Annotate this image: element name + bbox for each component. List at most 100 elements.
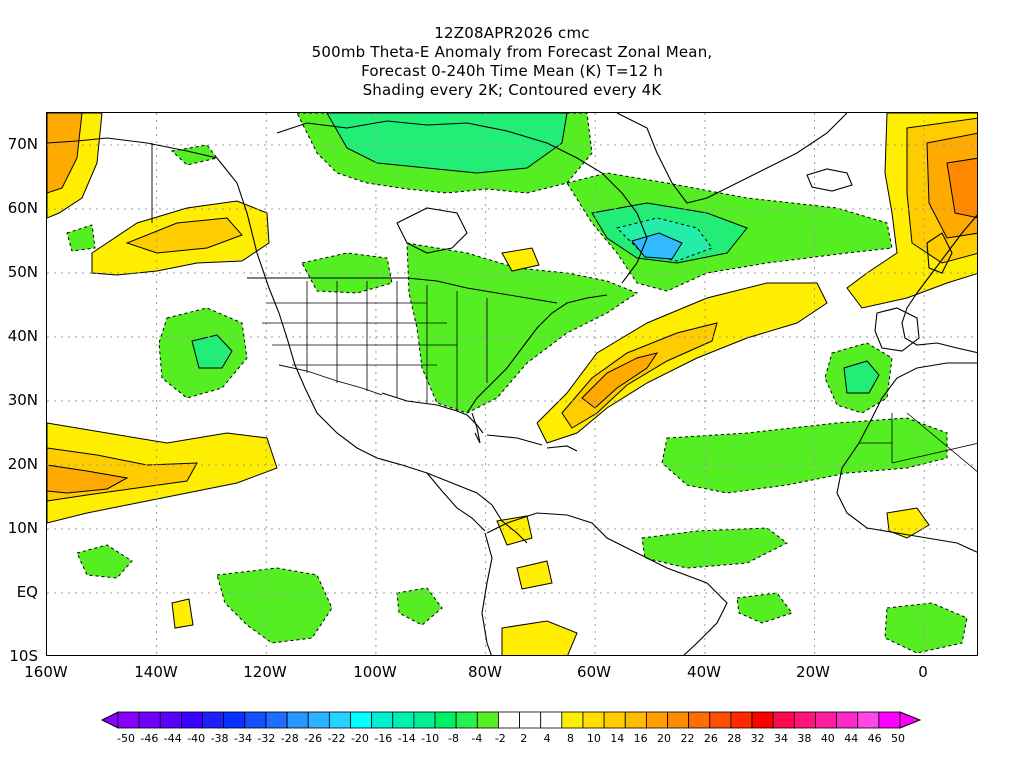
colorbar-swatch	[138, 711, 161, 729]
colorbar-boxes	[100, 711, 922, 729]
shade-neg-patch-1	[76, 544, 133, 579]
lat-label-eq: EQ	[16, 583, 38, 601]
coast-africa	[836, 362, 977, 553]
coast-north-america	[47, 137, 528, 544]
colorbar-tick-label: -46	[140, 732, 159, 745]
lat-label-70n: 70N	[7, 135, 38, 153]
colorbar-tick-label: 2	[520, 732, 528, 745]
shade-neg-morocco-core	[843, 360, 880, 394]
lat-label-40n: 40N	[7, 327, 38, 345]
colorbar-swatch	[434, 711, 457, 729]
lat-label-20n: 20N	[7, 455, 38, 473]
colorbar-swatch	[392, 711, 415, 729]
colorbar-tick-label: -10	[421, 732, 440, 745]
shade-neg-epac	[216, 567, 333, 644]
shade-pos-subatl-strong	[581, 352, 659, 409]
us-state-lines	[262, 281, 488, 411]
colorbar-tick-label: -40	[187, 732, 206, 745]
lat-label-10s: 10S	[9, 647, 38, 665]
colorbar-swatch	[202, 711, 225, 729]
colorbar-tick-label: -4	[471, 732, 483, 745]
border-us-mexico	[278, 364, 383, 396]
title-line-4: Shading every 2K; Contoured every 4K	[362, 81, 662, 99]
shade-neg-canada-core	[326, 113, 568, 174]
coast-central-america	[426, 472, 486, 532]
colorbar-tick-label: 4	[543, 732, 551, 745]
colorbar-tick-label: 28	[727, 732, 742, 745]
coast-arctic	[276, 120, 648, 284]
colorbar-swatch	[498, 711, 520, 729]
lon-label-100w: 100W	[353, 663, 397, 681]
colorbar-swatch	[751, 711, 774, 729]
colorbar-tick-label: -50	[117, 732, 135, 745]
coast-florida	[471, 412, 481, 444]
colorbar-tick-label: 22	[680, 732, 695, 745]
coast-hudson	[396, 207, 468, 254]
colorbar-swatch	[793, 711, 816, 729]
colorbar-swatch	[223, 711, 246, 729]
colorbar-tick-label: 14	[610, 732, 625, 745]
colorbar-tick-label: -22	[327, 732, 346, 745]
colorbar-swatch	[307, 711, 330, 729]
colorbar-swatch	[519, 711, 542, 729]
colorbar-tick-label: -14	[397, 732, 416, 745]
colorbar-swatch	[476, 711, 499, 729]
colorbar-swatch	[688, 711, 711, 729]
lat-label-10n: 10N	[7, 519, 38, 537]
colorbar-tick-label: -34	[233, 732, 252, 745]
shade-neg-patch-4	[170, 144, 218, 166]
colorbar-swatch	[561, 711, 584, 729]
colorbar-tick-label: -16	[374, 732, 393, 745]
border-canada-us	[247, 277, 558, 304]
colorbar-swatch	[667, 711, 690, 729]
colorbar-swatch	[117, 711, 140, 729]
coast-south-america	[486, 512, 728, 655]
colorbar-tick-label: -32	[257, 732, 276, 745]
colorbar-tick-label: -8	[448, 732, 459, 745]
colorbar-swatch	[645, 711, 668, 729]
colorbar-tick-label: 8	[566, 732, 574, 745]
colorbar-swatch	[413, 711, 436, 729]
colorbar-tick-label: 40	[820, 732, 835, 745]
colorbar-swatch	[624, 711, 647, 729]
lon-label-80w: 80W	[468, 663, 502, 681]
colorbar-swatch	[540, 711, 563, 729]
shade-neg-central	[301, 252, 393, 294]
shade-neg-satl	[884, 602, 968, 654]
shade-pos-patch-6	[501, 247, 540, 272]
colorbar-tick-label: -2	[494, 732, 506, 745]
shade-neg-pacific-core	[191, 334, 233, 369]
lat-label-60n: 60N	[7, 199, 38, 217]
title-block: 12Z08APR2026 cmc 500mb Theta-E Anomaly f…	[0, 24, 1024, 100]
title-line-3: Forecast 0-240h Time Mean (K) T=12 h	[361, 62, 663, 80]
africa-borders	[859, 412, 977, 472]
shade-neg-patch-3	[66, 224, 96, 252]
shade-neg-eqatl	[641, 527, 788, 569]
map-svg	[47, 113, 977, 655]
shade-pos-troppac-strong	[47, 464, 129, 494]
colorbar-tick-label: 16	[633, 732, 648, 745]
lat-label-30n: 30N	[7, 391, 38, 409]
colorbar-swatch	[836, 711, 859, 729]
colorbar-arrow-right	[899, 711, 922, 729]
colorbar-swatch	[603, 711, 626, 729]
shade-neg-patch-2	[396, 587, 443, 626]
graticule	[47, 113, 977, 655]
colorbar-swatch	[328, 711, 351, 729]
colorbar-tick-label: 26	[703, 732, 718, 745]
colorbar-swatch	[286, 711, 309, 729]
colorbar-tick-label: 50	[891, 732, 905, 745]
map-panel	[46, 112, 978, 656]
colorbar-tick-label: -38	[210, 732, 229, 745]
shade-neg-labrador-core	[631, 232, 683, 260]
coast-us-east	[466, 294, 608, 414]
colorbar-swatch	[244, 711, 267, 729]
coast-hispaniola	[546, 445, 578, 452]
shade-neg-tropatl	[661, 417, 948, 494]
coast-sa-west	[481, 532, 493, 655]
colorbar-swatch	[455, 711, 478, 729]
lon-label-20w: 20W	[796, 663, 830, 681]
shade-pos-patch-5	[886, 507, 930, 539]
coast-iceland	[806, 168, 853, 192]
colorbar-swatch	[857, 711, 880, 729]
